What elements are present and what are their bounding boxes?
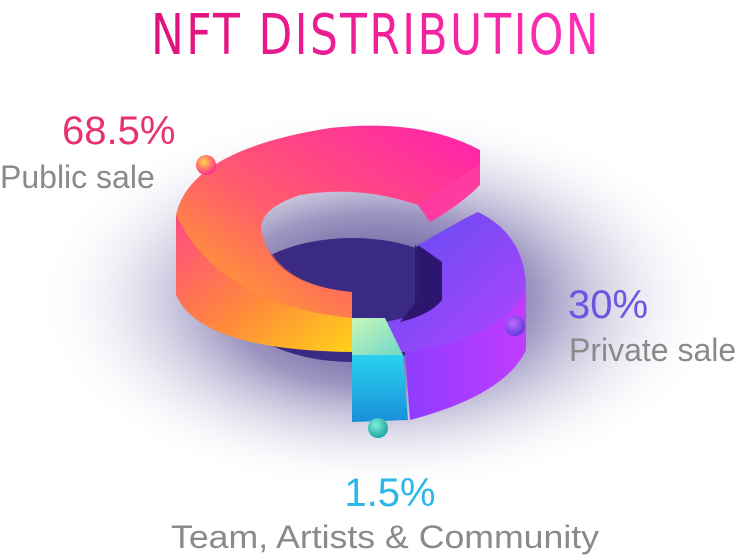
slice-team-value: 1.5% — [344, 471, 435, 515]
chart-title: NFT DISTRIBUTION — [151, 3, 601, 68]
marker-public-sale — [196, 155, 216, 175]
slice-team-side — [352, 355, 408, 422]
slice-team-label: Team, Artists & Community — [171, 519, 599, 555]
slice-team — [352, 318, 403, 355]
slice-private-sale-value: 30% — [568, 283, 648, 327]
marker-team — [368, 418, 388, 438]
slice-public-sale — [176, 125, 480, 318]
slice-public-sale-label: Public sale — [0, 159, 155, 195]
slice-private-sale-label: Private sale — [569, 332, 736, 368]
slice-public-sale-value: 68.5% — [62, 109, 175, 153]
slice-public-sale-cut — [418, 165, 480, 222]
slice-private-sale — [385, 212, 526, 352]
slice-private-sale-side — [405, 288, 526, 420]
marker-private-sale — [505, 316, 525, 336]
slice-private-sale-inner — [400, 245, 442, 322]
